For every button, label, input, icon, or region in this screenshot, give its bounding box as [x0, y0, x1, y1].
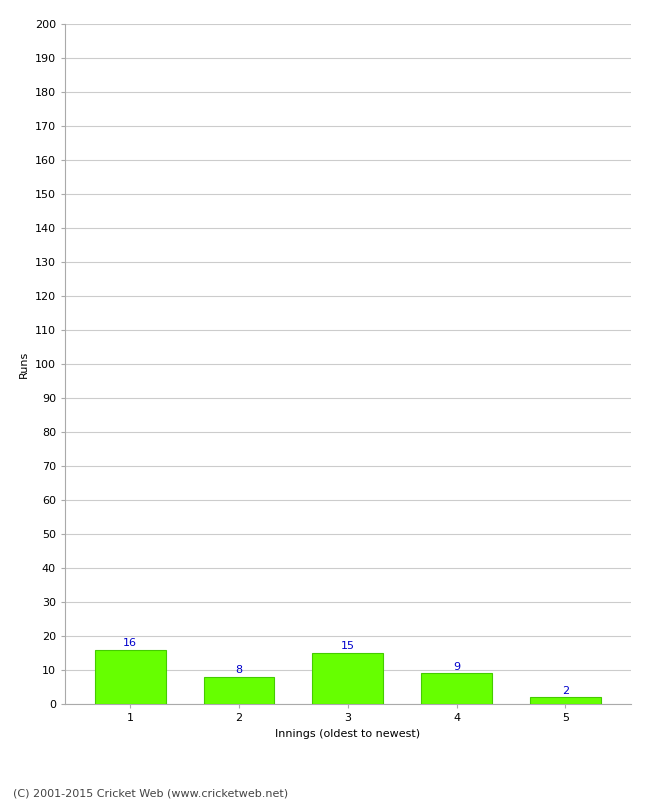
- Bar: [95, 650, 166, 704]
- Text: 16: 16: [124, 638, 137, 648]
- Text: 9: 9: [453, 662, 460, 672]
- Bar: [530, 697, 601, 704]
- Bar: [421, 674, 492, 704]
- Bar: [203, 677, 274, 704]
- Text: (C) 2001-2015 Cricket Web (www.cricketweb.net): (C) 2001-2015 Cricket Web (www.cricketwe…: [13, 788, 288, 798]
- Y-axis label: Runs: Runs: [20, 350, 29, 378]
- Bar: [313, 653, 383, 704]
- Text: 8: 8: [235, 665, 242, 675]
- X-axis label: Innings (oldest to newest): Innings (oldest to newest): [275, 729, 421, 738]
- Text: 2: 2: [562, 686, 569, 695]
- Text: 15: 15: [341, 642, 355, 651]
